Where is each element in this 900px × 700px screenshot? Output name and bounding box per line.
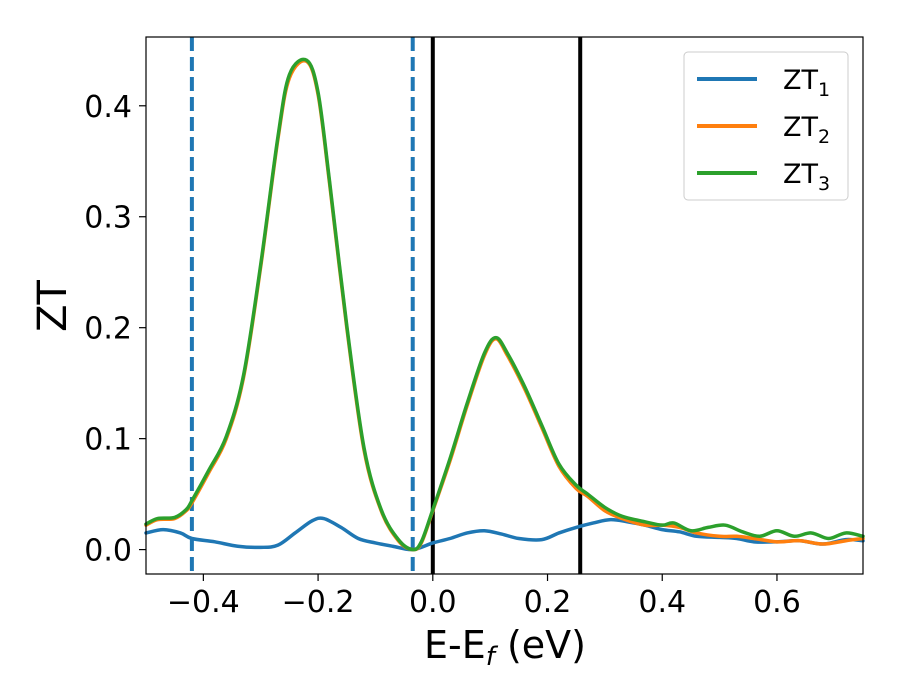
- x-tick-label: −0.2: [282, 585, 355, 620]
- series-lines: [144, 57, 865, 552]
- x-tick-label: 0.2: [524, 585, 572, 620]
- y-axis-ticks: 0.0 0.1 0.2 0.3 0.4: [84, 90, 146, 569]
- legend-label-zt1: ZT1: [783, 65, 830, 101]
- x-axis-ticks: −0.4 −0.2 0.0 0.2 0.4 0.6: [167, 574, 801, 620]
- y-tick-label: 0.0: [84, 534, 132, 569]
- legend-box: [683, 51, 849, 201]
- legend-entries: ZT1 ZT2 ZT3: [697, 65, 830, 195]
- x-axis-title: E-Ef (eV): [424, 623, 586, 672]
- legend: ZT1 ZT2 ZT3: [683, 51, 849, 201]
- y-tick-label: 0.4: [84, 90, 132, 125]
- x-tick-label: −0.4: [167, 585, 240, 620]
- x-axis-title-main: E-E: [424, 623, 486, 667]
- y-tick-label: 0.2: [84, 312, 132, 347]
- legend-label-zt2: ZT2: [783, 112, 830, 148]
- x-tick-label: 0.4: [638, 585, 686, 620]
- y-axis-title: ZT: [30, 280, 76, 332]
- x-tick-label: 0.0: [409, 585, 457, 620]
- plot-frame: [145, 36, 864, 575]
- reference-lines: [189, 37, 583, 574]
- legend-label-zt3: ZT3: [783, 159, 830, 195]
- series-line-zt3: [144, 57, 865, 552]
- x-tick-label: 0.6: [753, 585, 801, 620]
- x-axis-title-unit: (eV): [495, 623, 586, 667]
- y-tick-label: 0.1: [84, 423, 132, 458]
- y-tick-label: 0.3: [84, 201, 132, 236]
